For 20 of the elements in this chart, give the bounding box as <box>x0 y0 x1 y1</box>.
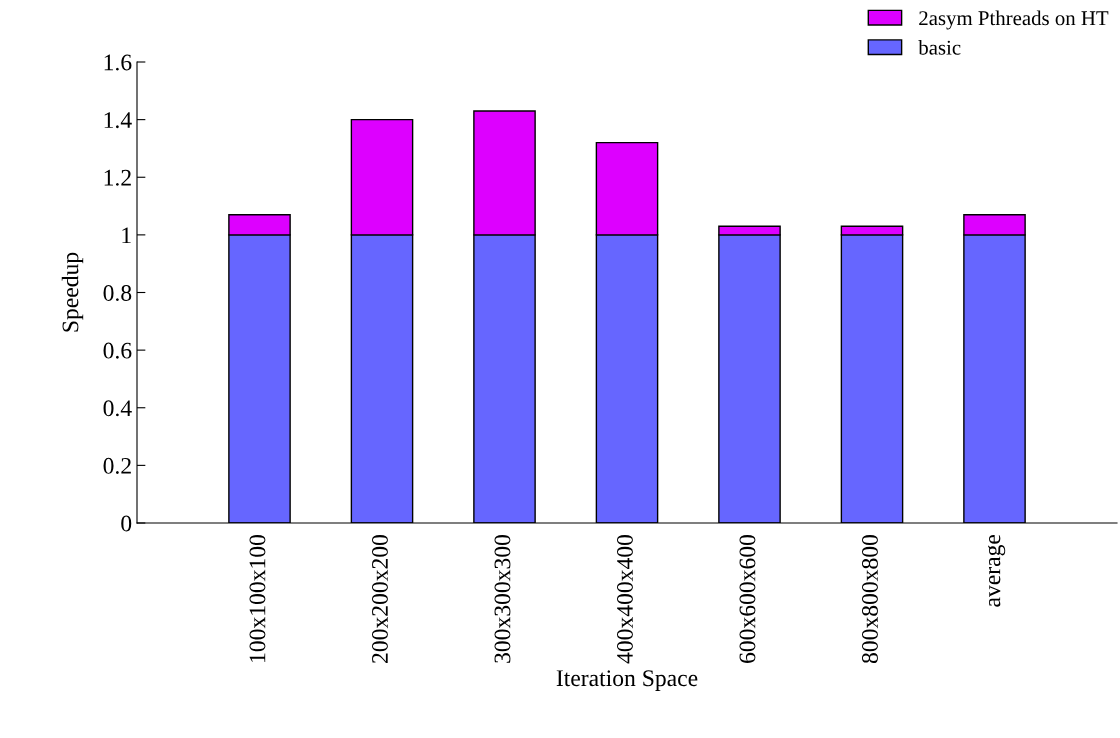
y-tick-label: 1 <box>122 227 131 244</box>
x-axis-title: Iteration Space <box>556 670 698 691</box>
y-tick-label: 1.2 <box>104 169 131 186</box>
x-tick-label: average <box>988 534 1006 607</box>
x-tick-label: 100x100x100 <box>249 535 266 662</box>
y-tick-label: 0.6 <box>103 342 132 359</box>
x-tick-label: 300x300x300 <box>494 535 511 663</box>
y-tick-label: 1.6 <box>104 54 132 71</box>
x-tick-label: 600x600x600 <box>739 535 756 663</box>
x-tick-label: 200x200x200 <box>371 535 388 663</box>
y-tick-label: 0.2 <box>103 457 131 474</box>
y-tick-label: 0 <box>121 515 132 532</box>
legend-label: basic <box>918 40 961 55</box>
x-tick-label: 800x800x800 <box>861 535 878 664</box>
legend-label: 2asym Pthreads on HT <box>919 10 1109 30</box>
y-axis-title: Speedup <box>61 252 84 332</box>
x-tick-label: 400x400x400 <box>616 535 633 664</box>
y-tick-label: 0.4 <box>103 400 132 417</box>
y-tick-label: 1.4 <box>104 112 132 129</box>
y-tick-label: 0.8 <box>103 284 132 302</box>
